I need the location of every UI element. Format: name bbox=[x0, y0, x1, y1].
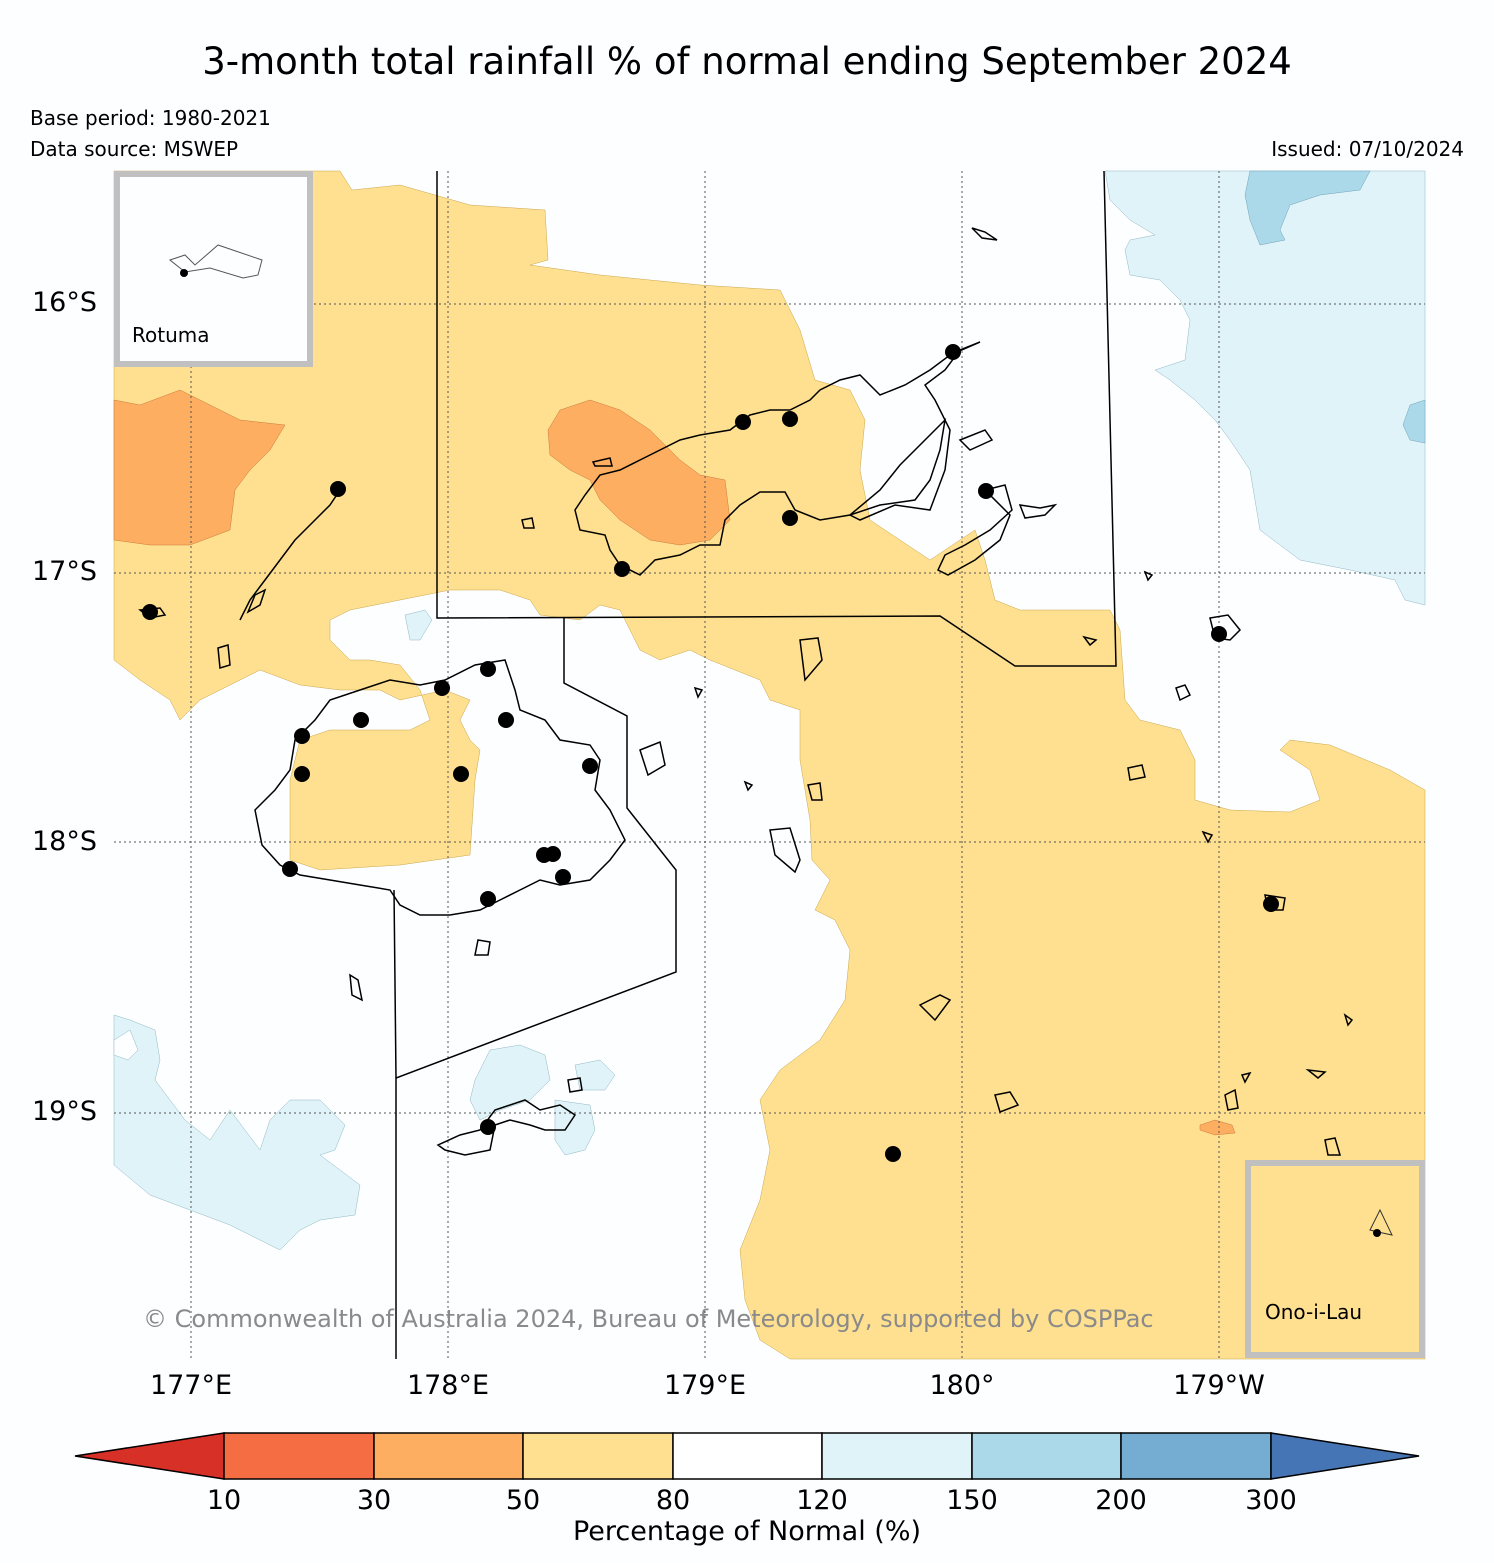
inset-rotuma bbox=[114, 171, 313, 367]
shade-150-200 bbox=[1244, 170, 1426, 444]
copyright-notice: © Commonwealth of Australia 2024, Bureau… bbox=[143, 1305, 1154, 1333]
station-point bbox=[142, 604, 158, 620]
station-point bbox=[480, 661, 496, 677]
station-point bbox=[945, 344, 961, 360]
station-point bbox=[735, 414, 751, 430]
station-point bbox=[1263, 896, 1279, 912]
grid-lines bbox=[114, 171, 1425, 1359]
shade-120-150 bbox=[113, 170, 1426, 1251]
station-point bbox=[453, 766, 469, 782]
station-point bbox=[294, 728, 310, 744]
station-point bbox=[545, 846, 561, 862]
division-boundaries bbox=[393, 170, 1117, 1359]
inset-label-ono-i-lau: Ono-i-Lau bbox=[1265, 1300, 1363, 1324]
shade-30-50 bbox=[113, 389, 1236, 1136]
lon-label-179e: 179°E bbox=[663, 1370, 747, 1401]
colorbar-tick: 120 bbox=[796, 1485, 848, 1516]
station-point bbox=[294, 766, 310, 782]
station-point bbox=[782, 510, 798, 526]
station-point bbox=[480, 891, 496, 907]
lon-label-178e: 178°E bbox=[406, 1370, 490, 1401]
station-point bbox=[480, 1119, 496, 1135]
station-point bbox=[555, 869, 571, 885]
station-point bbox=[434, 680, 450, 696]
inset-label-rotuma: Rotuma bbox=[132, 323, 210, 347]
shade-50-80 bbox=[113, 170, 1426, 1360]
station-point bbox=[782, 411, 798, 427]
station-point bbox=[582, 758, 598, 774]
lat-label-17s: 17°S bbox=[32, 556, 97, 587]
colorbar bbox=[74, 1432, 1420, 1480]
issued-date: Issued: 07/10/2024 bbox=[1271, 137, 1464, 161]
colorbar-tick: 300 bbox=[1245, 1485, 1297, 1516]
map-title: 3-month total rainfall % of normal endin… bbox=[202, 40, 1292, 83]
lat-label-16s: 16°S bbox=[32, 287, 97, 318]
colorbar-tick: 150 bbox=[946, 1485, 998, 1516]
lon-label-180: 180° bbox=[929, 1370, 995, 1401]
station-point bbox=[614, 561, 630, 577]
colorbar-tick: 10 bbox=[206, 1485, 242, 1516]
lat-label-19s: 19°S bbox=[32, 1096, 97, 1127]
data-source: Data source: MSWEP bbox=[30, 137, 239, 161]
colorbar-tick: 30 bbox=[356, 1485, 392, 1516]
station-point bbox=[282, 861, 298, 877]
station-point bbox=[1211, 626, 1227, 642]
station-point bbox=[885, 1146, 901, 1162]
colorbar-tick: 80 bbox=[655, 1485, 691, 1516]
station-point bbox=[353, 712, 369, 728]
inset-ono-i-lau bbox=[1245, 1160, 1425, 1358]
station-point bbox=[330, 481, 346, 497]
lon-label-179w: 179°W bbox=[1173, 1370, 1265, 1401]
lat-label-18s: 18°S bbox=[32, 826, 97, 857]
lon-label-177e: 177°E bbox=[149, 1370, 233, 1401]
station-point bbox=[978, 483, 994, 499]
base-period: Base period: 1980-2021 bbox=[30, 106, 271, 130]
station-point bbox=[498, 712, 514, 728]
colorbar-tick: 50 bbox=[505, 1485, 541, 1516]
colorbar-tick: 200 bbox=[1095, 1485, 1147, 1516]
colorbar-title: Percentage of Normal (%) bbox=[572, 1516, 922, 1547]
stations bbox=[142, 344, 1279, 1162]
